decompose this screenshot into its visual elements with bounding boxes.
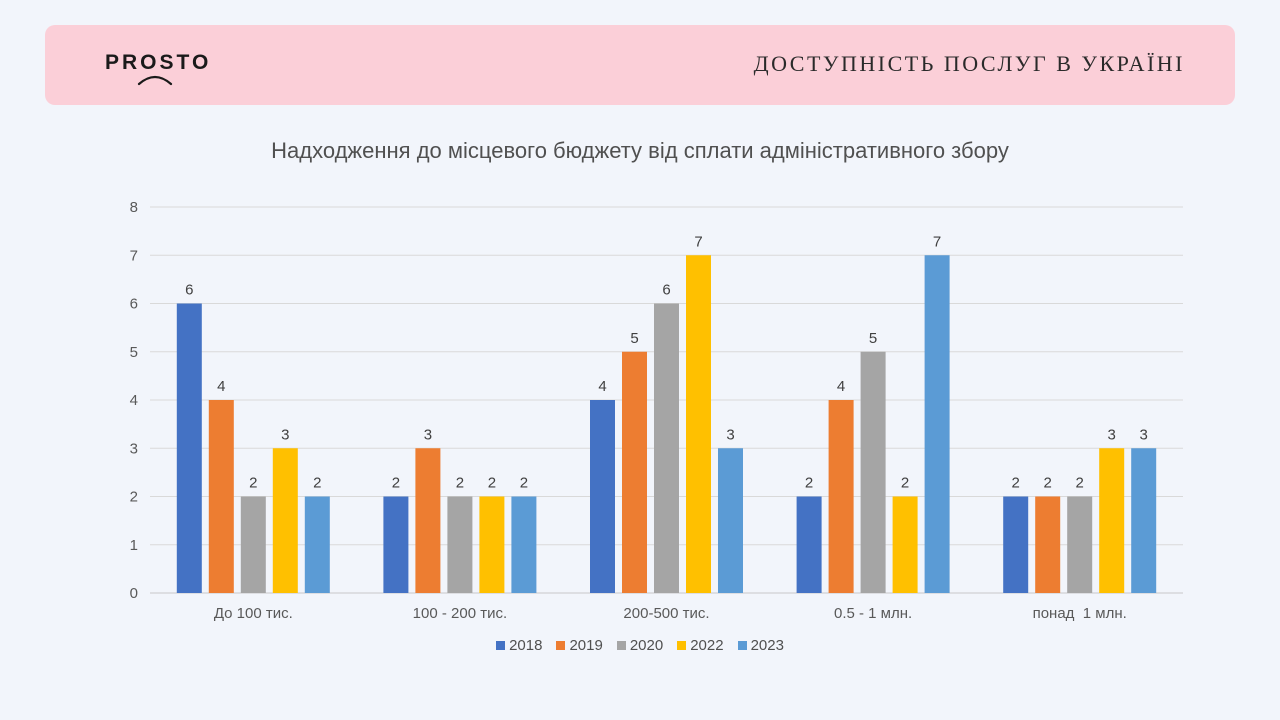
legend-swatch bbox=[556, 641, 566, 650]
y-tick-label: 1 bbox=[130, 537, 138, 554]
chart-legend: 2018 2019 2020 2022 2023 bbox=[0, 637, 1280, 654]
y-tick-label: 4 bbox=[130, 392, 138, 409]
chart-title: Надходження до місцевого бюджету від спл… bbox=[271, 138, 1009, 163]
x-tick-label: 100 - 200 тис. bbox=[413, 605, 507, 622]
data-label: 2 bbox=[249, 475, 257, 492]
legend-swatch bbox=[496, 641, 506, 650]
chart-bars bbox=[176, 255, 1157, 593]
bar-2019-4 bbox=[1035, 496, 1061, 593]
data-label: 6 bbox=[662, 282, 670, 299]
bar-2020-0 bbox=[240, 496, 266, 593]
brand-logo: PROSTO bbox=[105, 51, 212, 74]
legend-label: 2020 bbox=[629, 637, 664, 654]
bar-2019-0 bbox=[208, 400, 234, 593]
data-label: 2 bbox=[520, 475, 528, 492]
legend-label: 2019 bbox=[569, 637, 603, 654]
bar-2020-2 bbox=[654, 303, 679, 593]
y-axis-ticks: 0 1 2 3 4 5 6 7 8 bbox=[130, 199, 138, 602]
bar-2022-1 bbox=[479, 496, 505, 593]
bar-2022-0 bbox=[272, 448, 298, 593]
legend-item-2022: 2022 bbox=[677, 637, 724, 654]
x-tick-label: 200-500 тис. bbox=[623, 605, 709, 622]
y-tick-label: 8 bbox=[130, 199, 138, 216]
y-tick-label: 5 bbox=[130, 344, 138, 361]
data-label: 2 bbox=[901, 475, 909, 492]
bar-2023-3 bbox=[924, 255, 950, 593]
y-tick-label: 3 bbox=[130, 440, 138, 457]
header-banner: PROSTO ДОСТУПНІСТЬ ПОСЛУГ В УКРАЇНІ bbox=[45, 25, 1235, 105]
data-label: 4 bbox=[217, 378, 225, 395]
data-label: 2 bbox=[313, 475, 321, 492]
data-label: 3 bbox=[726, 426, 734, 443]
bar-2023-2 bbox=[718, 448, 743, 593]
bar-2018-2 bbox=[590, 400, 615, 593]
x-tick-label: До 100 тис. bbox=[214, 605, 293, 622]
y-tick-label: 2 bbox=[130, 489, 138, 506]
x-tick-label: 0.5 - 1 млн. bbox=[834, 605, 912, 622]
data-label: 2 bbox=[456, 475, 464, 492]
data-label: 2 bbox=[1044, 475, 1052, 492]
bar-2019-3 bbox=[828, 400, 854, 593]
data-label: 3 bbox=[281, 426, 289, 443]
data-label: 5 bbox=[630, 330, 638, 347]
legend-swatch bbox=[616, 641, 626, 650]
legend-item-2023: 2023 bbox=[737, 637, 784, 654]
data-label: 5 bbox=[869, 330, 877, 347]
data-label: 2 bbox=[392, 475, 400, 492]
bar-2023-4 bbox=[1131, 448, 1157, 593]
y-tick-label: 7 bbox=[130, 247, 138, 264]
data-label: 3 bbox=[1108, 426, 1116, 443]
x-axis-ticks: До 100 тис. 100 - 200 тис. 200-500 тис. 0.5… bbox=[214, 605, 1127, 622]
bar-2018-3 bbox=[796, 496, 822, 593]
data-label: 2 bbox=[1076, 475, 1084, 492]
data-label: 3 bbox=[1140, 426, 1148, 443]
legend-label: 2018 bbox=[509, 637, 543, 654]
y-tick-label: 0 bbox=[130, 585, 138, 602]
legend-swatch bbox=[737, 641, 747, 650]
bar-2022-2 bbox=[686, 255, 711, 593]
legend-item-2018: 2018 bbox=[496, 637, 542, 654]
legend-item-2019: 2019 bbox=[556, 637, 603, 654]
legend-swatch bbox=[677, 641, 687, 650]
bar-2019-2 bbox=[622, 351, 647, 593]
bar-2018-1 bbox=[383, 496, 409, 593]
bar-2022-4 bbox=[1099, 448, 1125, 593]
bar-2022-3 bbox=[892, 496, 918, 593]
legend-label: 2022 bbox=[690, 637, 724, 654]
data-label: 2 bbox=[805, 475, 813, 492]
data-label: 3 bbox=[424, 426, 432, 443]
data-label: 7 bbox=[933, 233, 941, 250]
bar-2020-1 bbox=[447, 496, 473, 593]
y-tick-label: 6 bbox=[130, 296, 138, 313]
data-label: 7 bbox=[694, 233, 702, 250]
data-label: 6 bbox=[185, 282, 193, 299]
bar-2020-4 bbox=[1067, 496, 1093, 593]
bar-2023-0 bbox=[304, 496, 330, 593]
bar-2018-4 bbox=[1003, 496, 1029, 593]
data-label: 2 bbox=[1012, 475, 1020, 492]
data-label: 2 bbox=[488, 475, 496, 492]
data-label: 4 bbox=[598, 378, 606, 395]
legend-item-2020: 2020 bbox=[616, 637, 664, 654]
bar-2018-0 bbox=[176, 303, 202, 593]
data-label: 4 bbox=[837, 378, 845, 395]
logo-smile-icon bbox=[137, 75, 173, 86]
page-title: ДОСТУПНІСТЬ ПОСЛУГ В УКРАЇНІ bbox=[753, 51, 1185, 76]
legend-label: 2023 bbox=[750, 637, 784, 654]
bar-2023-1 bbox=[511, 496, 537, 593]
bar-2020-3 bbox=[860, 351, 886, 593]
bar-2019-1 bbox=[415, 448, 441, 593]
x-tick-label: понад 1 млн. bbox=[1033, 605, 1127, 622]
data-labels: 6 4 2 3 2 2 3 2 2 2 4 5 6 7 3 2 4 5 2 7 2 2 2 3 3 bbox=[185, 233, 1148, 491]
